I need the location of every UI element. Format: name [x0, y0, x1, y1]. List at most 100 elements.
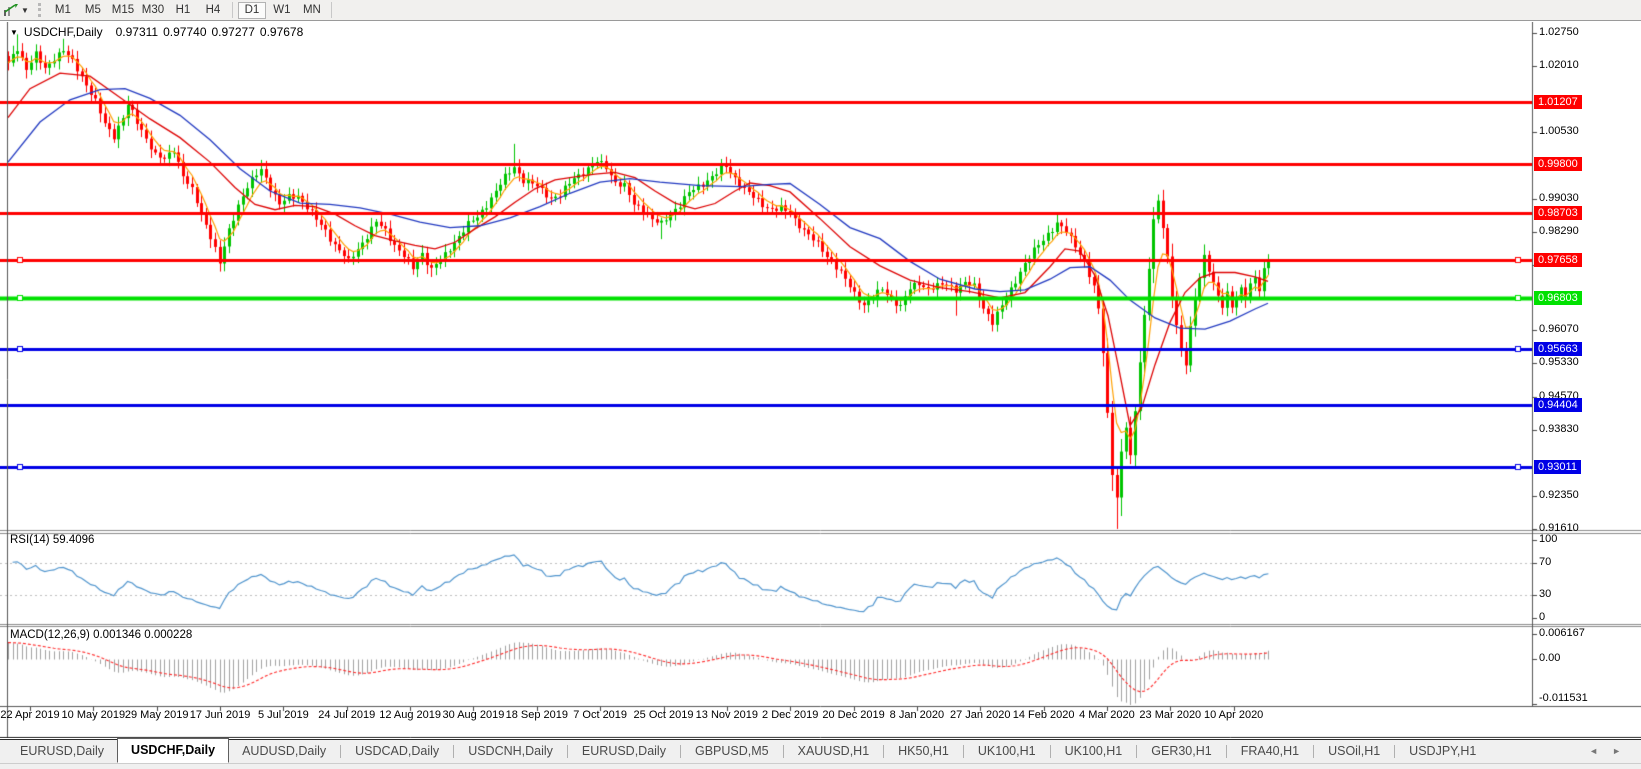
- timeframe-button-m1[interactable]: M1: [54, 3, 71, 16]
- chevron-down-icon[interactable]: ▼: [21, 5, 29, 15]
- toolbar-separator: [330, 2, 332, 18]
- tab-divider: [566, 745, 568, 758]
- timeframe-button-w1[interactable]: W1: [273, 3, 291, 16]
- hline-price-badge: 0.98703: [1534, 206, 1582, 221]
- ohlc-close: 0.97678: [259, 25, 304, 39]
- timeframe-button-m5[interactable]: M5: [84, 3, 101, 16]
- tab-audusd-daily[interactable]: AUDUSD,Daily: [242, 744, 327, 758]
- tab-uk100-h1[interactable]: UK100,H1: [1064, 744, 1123, 758]
- timeframe-button-h1[interactable]: H1: [175, 3, 191, 16]
- price-tick-label: 0.92350: [1539, 489, 1579, 501]
- toolbar-separator: [231, 2, 233, 18]
- date-tick-label: 7 Oct 2019: [573, 709, 628, 721]
- tab-divider: [453, 745, 455, 758]
- date-tick-label: 8 Jan 2020: [889, 709, 945, 721]
- tab-fra40-h1[interactable]: FRA40,H1: [1240, 744, 1300, 758]
- chart-line-studies-icon[interactable]: [3, 3, 19, 17]
- tab-divider: [679, 745, 681, 758]
- date-tick-label: 13 Nov 2019: [695, 709, 759, 721]
- date-tick-label: 29 May 2019: [124, 709, 189, 721]
- hline-price-badge: 0.93011: [1534, 459, 1581, 474]
- tab-eurusd-daily[interactable]: EURUSD,Daily: [581, 744, 666, 758]
- tab-gbpusd-m5[interactable]: GBPUSD,M5: [694, 744, 769, 758]
- date-tick-label: 10 May 2019: [61, 709, 126, 721]
- price-tick-label: 0.98290: [1539, 224, 1579, 237]
- date-tick-label: 14 Feb 2020: [1012, 709, 1075, 721]
- tab-usdchf-daily[interactable]: USDCHF,Daily: [117, 738, 230, 763]
- tab-divider: [1049, 745, 1051, 758]
- tab-divider: [782, 745, 784, 758]
- macd-signal-value: 0.000228: [144, 629, 193, 641]
- tab-scroll-left-icon[interactable]: ◄: [1589, 746, 1613, 756]
- rsi-tick-label: 100: [1539, 533, 1558, 545]
- tab-divider: [1225, 745, 1227, 758]
- rsi-tick-label: 0: [1539, 611, 1546, 623]
- timeframe-button-m30[interactable]: M30: [141, 3, 165, 16]
- price-tick-label: 0.96070: [1539, 323, 1579, 336]
- macd-tick-label: -0.011531: [1539, 692, 1588, 704]
- tab-divider: [1313, 745, 1315, 758]
- date-tick-label: 5 Jul 2019: [258, 709, 309, 721]
- date-tick-label: 30 Aug 2019: [442, 709, 505, 721]
- top-toolbar: ▼ M1 M5 M15 M30 H1 H4 D1 W1 MN: [0, 0, 1641, 21]
- hline-price-badge: 0.94404: [1534, 397, 1582, 412]
- tab-uk100-h1[interactable]: UK100,H1: [977, 744, 1036, 758]
- price-tick-label: 0.95330: [1539, 356, 1579, 369]
- timeframe-button-h4[interactable]: H4: [205, 3, 221, 16]
- date-tick-label: 2 Dec 2019: [762, 709, 819, 721]
- rsi-label: RSI(14) 59.4096: [10, 534, 95, 546]
- date-tick-label: 24 Jul 2019: [318, 709, 376, 721]
- tab-hk50-h1[interactable]: HK50,H1: [898, 744, 949, 758]
- macd-label: MACD(12,26,9) 0.001346 0.000228: [10, 629, 193, 641]
- date-tick-label: 20 Dec 2019: [822, 709, 885, 721]
- date-tick-label: 10 Apr 2020: [1203, 709, 1264, 721]
- tab-usdcnh-daily[interactable]: USDCNH,Daily: [468, 744, 553, 758]
- collapse-triangle-icon[interactable]: ▼: [10, 27, 18, 37]
- date-tick-label: 17 Jun 2019: [189, 709, 251, 721]
- price-tick-label: 0.91610: [1539, 521, 1579, 534]
- chart-title: ▼ USDCHF,Daily 0.97311 0.97740 0.97277 0…: [10, 25, 303, 39]
- tab-xauusd-h1[interactable]: XAUUSD,H1: [797, 744, 870, 758]
- timeframe-button-m15[interactable]: M15: [111, 3, 135, 16]
- tab-scroll-right-icon[interactable]: ►: [1612, 746, 1635, 756]
- tab-divider: [883, 745, 885, 758]
- tab-ger30-h1[interactable]: GER30,H1: [1151, 744, 1212, 758]
- tab-divider: [962, 745, 964, 758]
- status-bar: [0, 763, 1641, 769]
- hline-price-badge: 0.95663: [1534, 341, 1582, 356]
- date-tick-label: 25 Oct 2019: [633, 709, 694, 721]
- rsi-tick-label: 70: [1539, 556, 1552, 569]
- tab-usdjpy-h1[interactable]: USDJPY,H1: [1409, 744, 1477, 758]
- date-tick-label: 12 Aug 2019: [379, 709, 441, 721]
- date-axis[interactable]: 22 Apr 2019 10 May 2019 29 May 2019 17 Jun …: [0, 709, 1533, 723]
- hline-price-badge: 1.01207: [1534, 94, 1582, 109]
- price-axis[interactable]: 1.027501.020101.005300.990300.982900.975…: [1534, 22, 1641, 722]
- hline-price-badge: 0.97658: [1534, 252, 1582, 267]
- tab-divider: [340, 745, 342, 758]
- price-chart-canvas[interactable]: [0, 22, 1641, 738]
- tab-divider: [1394, 745, 1396, 758]
- macd-tick-label: 0.00: [1539, 652, 1561, 664]
- date-tick-label: 22 Apr 2019: [0, 709, 60, 721]
- ohlc-low: 0.97277: [211, 25, 255, 39]
- price-tick-label: 0.99030: [1539, 191, 1579, 204]
- chart-symbol-label: USDCHF,Daily: [23, 25, 103, 39]
- date-tick-label: 4 Mar 2020: [1079, 709, 1135, 721]
- chart-tabbar: EURUSD,Daily USDCHF,Daily AUDUSD,Daily USDC…: [0, 738, 1641, 763]
- tab-eurusd-daily[interactable]: EURUSD,Daily: [20, 744, 105, 758]
- toolbar-grip[interactable]: [37, 3, 41, 17]
- rsi-tick-label: 30: [1539, 587, 1552, 600]
- price-tick-label: 1.00530: [1539, 124, 1579, 137]
- hline-price-badge: 0.99800: [1534, 157, 1582, 172]
- tab-usdcad-daily[interactable]: USDCAD,Daily: [355, 744, 440, 758]
- date-tick-label: 23 Mar 2020: [1139, 709, 1202, 721]
- timeframe-button-d1[interactable]: D1: [237, 1, 266, 19]
- ohlc-open: 0.97311: [115, 25, 159, 39]
- timeframe-button-mn[interactable]: MN: [302, 3, 321, 16]
- price-tick-label: 0.93830: [1539, 423, 1579, 436]
- tab-usoil-h1[interactable]: USOil,H1: [1328, 744, 1381, 758]
- date-tick-label: 27 Jan 2020: [949, 709, 1011, 721]
- tab-divider: [1136, 745, 1138, 758]
- rsi-value: 59.4096: [52, 534, 95, 546]
- date-tick-label: 18 Sep 2019: [505, 709, 568, 721]
